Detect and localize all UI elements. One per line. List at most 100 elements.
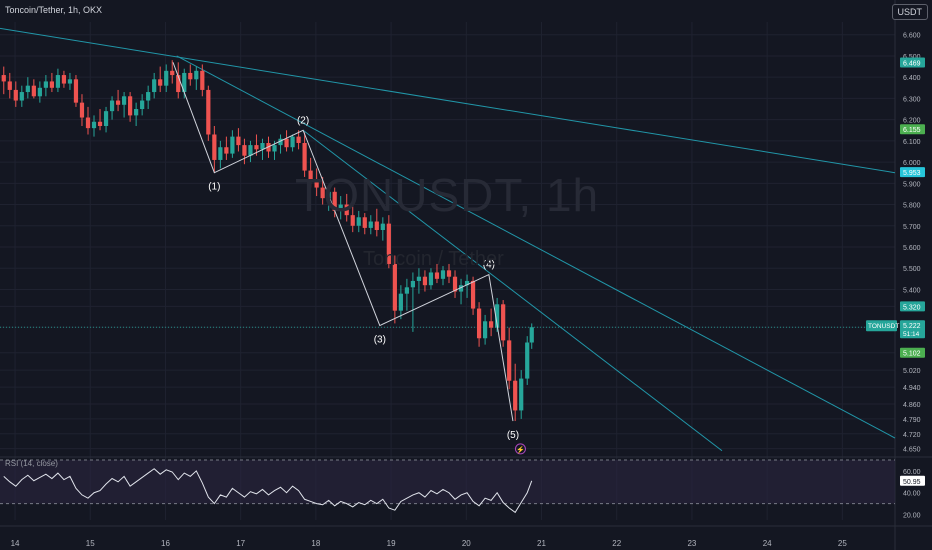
- price-tick-label: 5.020: [903, 368, 921, 375]
- candle-body: [278, 138, 283, 146]
- candle-body: [428, 272, 434, 286]
- candle-body: [170, 70, 175, 76]
- candle-body: [49, 81, 55, 88]
- time-tick-label: 23: [687, 539, 696, 548]
- candle-body: [489, 321, 494, 328]
- time-tick-label: 17: [236, 539, 245, 548]
- candle-body: [519, 378, 524, 411]
- candle-body: [525, 342, 530, 379]
- rsi-tick-label: 20.00: [903, 513, 921, 520]
- candle-body: [434, 272, 440, 279]
- candle-body: [320, 187, 325, 199]
- candle-body: [368, 221, 373, 228]
- price-label-box: [900, 301, 925, 312]
- candle-body: [338, 204, 343, 211]
- wave-label: (5): [507, 430, 519, 441]
- candle-body: [529, 327, 534, 343]
- price-tick-label: 5.700: [903, 224, 921, 231]
- candle-body: [103, 111, 109, 127]
- candle-body: [470, 280, 476, 309]
- candle-body: [206, 89, 211, 135]
- candle-body: [482, 321, 488, 339]
- price-label-text: 5.953: [903, 170, 921, 177]
- countdown-text: 51:14: [903, 331, 920, 338]
- trendline: [302, 129, 723, 452]
- rsi-tick-label: 40.00: [903, 491, 921, 498]
- candle-body: [308, 170, 313, 180]
- candle-body: [152, 79, 157, 93]
- price-tick-label: 4.860: [903, 402, 921, 409]
- candle-body: [356, 217, 361, 226]
- wave-label: (2): [297, 115, 309, 126]
- candle-body: [344, 204, 349, 216]
- currency-selector[interactable]: USDT: [891, 4, 928, 20]
- candle-body: [392, 263, 397, 311]
- candle-body: [236, 136, 241, 146]
- price-label-text: 5.102: [903, 351, 921, 358]
- candle-body: [7, 81, 12, 90]
- candle-body: [410, 280, 416, 288]
- candle-body: [350, 215, 355, 226]
- price-tick-label: 5.600: [903, 245, 921, 252]
- price-tick-label: 6.000: [903, 160, 921, 167]
- candle-body: [158, 79, 163, 86]
- time-tick-label: 21: [537, 539, 546, 548]
- candle-body: [91, 121, 97, 129]
- candle-body: [296, 136, 301, 143]
- name-watermark: Toncoin / Tether: [363, 248, 504, 270]
- candle-body: [212, 134, 217, 160]
- candle-body: [13, 89, 18, 101]
- rsi-line: [3, 468, 533, 514]
- candle-body: [164, 70, 169, 86]
- elliott-wave-path: [172, 62, 514, 422]
- price-tick-label: 6.300: [903, 96, 921, 103]
- candle-body: [61, 75, 67, 84]
- candle-body: [43, 81, 48, 88]
- candle-body: [218, 147, 223, 160]
- candle-body: [128, 96, 133, 116]
- event-marker-icon: [514, 443, 526, 455]
- candle-body: [284, 138, 289, 148]
- chart-title: Toncoin/Tether, 1h, OKX: [5, 5, 103, 15]
- candle-body: [85, 117, 91, 129]
- candle-body: [495, 304, 500, 328]
- candle-body: [188, 72, 193, 80]
- candle-body: [386, 223, 391, 264]
- candle-body: [380, 223, 385, 231]
- candle-body: [37, 87, 42, 97]
- candle-body: [458, 285, 464, 292]
- price-tick-label: 5.400: [903, 287, 921, 294]
- candle-body: [374, 221, 379, 231]
- candle-body: [67, 79, 73, 84]
- candle-body: [404, 287, 409, 294]
- candle-body: [224, 147, 229, 154]
- candle-body: [254, 145, 259, 150]
- symbol-tag-box: [866, 320, 897, 332]
- candle-body: [440, 270, 446, 279]
- symbol-tag-text: TONUSDT: [868, 323, 899, 330]
- candle-body: [446, 270, 452, 277]
- price-tick-label: 5.800: [903, 203, 921, 210]
- rsi-tick-label: 60.00: [903, 469, 921, 476]
- time-tick-label: 24: [763, 539, 772, 548]
- candle-body: [200, 70, 205, 90]
- last-price-text: 5.222: [903, 323, 921, 330]
- candle-body: [422, 276, 428, 286]
- candle-body: [1, 75, 6, 82]
- price-label-text: 6.469: [903, 61, 921, 68]
- candle-body: [476, 308, 482, 339]
- candle-body: [302, 142, 307, 171]
- symbol-watermark: TONUSDT, 1h: [295, 169, 600, 221]
- price-label-box: [900, 57, 925, 68]
- price-label-text: 6.155: [903, 127, 921, 134]
- chart-header: Toncoin/Tether, 1h, OKX: [0, 0, 895, 22]
- time-tick-label: 25: [838, 539, 847, 548]
- candle-body: [362, 217, 367, 228]
- rsi-value-text: 50.95: [903, 479, 921, 486]
- last-price-box: [900, 320, 925, 339]
- candle-body: [416, 276, 422, 281]
- lightning-icon: ⚡: [516, 445, 525, 454]
- price-tick-label: 4.720: [903, 432, 921, 439]
- price-label-box: [900, 167, 925, 178]
